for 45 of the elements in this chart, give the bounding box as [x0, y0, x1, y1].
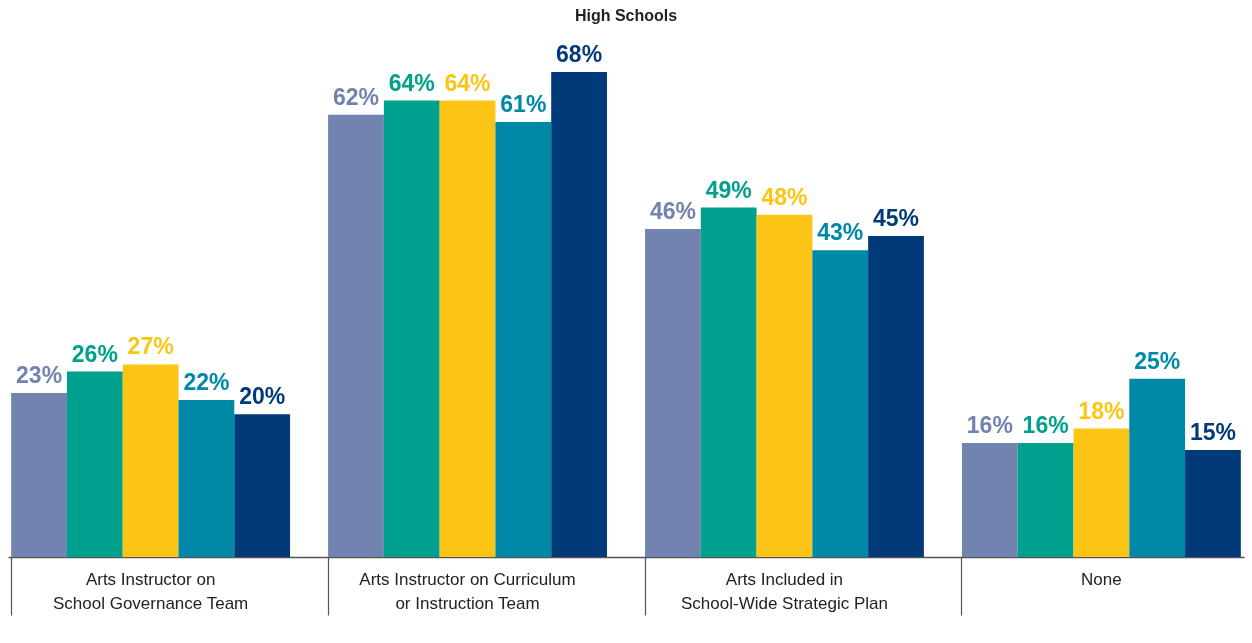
- bar: [328, 114, 384, 557]
- data-label: 16%: [966, 411, 1013, 438]
- data-label: 62%: [332, 83, 379, 110]
- data-label: 23%: [16, 361, 63, 388]
- bar: [495, 121, 552, 557]
- data-label: 49%: [705, 176, 752, 203]
- bar: [234, 414, 291, 557]
- chart-title: High Schools: [574, 7, 678, 24]
- bar: [812, 250, 869, 557]
- bar: [122, 364, 179, 557]
- bar: [1017, 442, 1074, 557]
- bar: [1073, 428, 1130, 557]
- bar: [1185, 450, 1241, 557]
- data-label: 61%: [500, 90, 547, 117]
- bar: [178, 400, 235, 557]
- data-label: 26%: [71, 340, 118, 367]
- data-label: 15%: [1189, 419, 1236, 446]
- data-label: 45%: [872, 205, 920, 232]
- bar: [961, 442, 1018, 557]
- x-tick-label: None: [1081, 569, 1122, 589]
- data-label: 64%: [444, 69, 491, 96]
- x-tick-label: Arts Instructor on School Governance Team: [52, 569, 249, 613]
- data-label: 48%: [761, 183, 808, 210]
- bar: [11, 392, 67, 557]
- data-label: 43%: [817, 219, 864, 246]
- data-label: 46%: [649, 197, 696, 224]
- bar: [700, 207, 757, 557]
- bar: [645, 228, 701, 557]
- bar: [383, 100, 440, 557]
- data-label: 27%: [127, 333, 174, 360]
- bar: [756, 214, 813, 557]
- data-label: 25%: [1134, 347, 1181, 374]
- data-label: 64%: [388, 69, 435, 96]
- bar: [551, 72, 607, 557]
- data-label: 18%: [1078, 397, 1125, 424]
- data-label: 16%: [1022, 411, 1069, 438]
- bar: [439, 100, 496, 557]
- bar: [1129, 378, 1186, 557]
- data-label: 20%: [239, 383, 286, 410]
- data-label: 22%: [183, 369, 230, 396]
- bar: [66, 371, 123, 557]
- data-label: 68%: [556, 41, 603, 67]
- x-tick-label: Arts Included in School-Wide Strategic Plan: [680, 569, 888, 613]
- bar: [868, 236, 924, 557]
- x-tick-label: Arts Instructor on Curriculum or Instruction Team: [359, 569, 576, 613]
